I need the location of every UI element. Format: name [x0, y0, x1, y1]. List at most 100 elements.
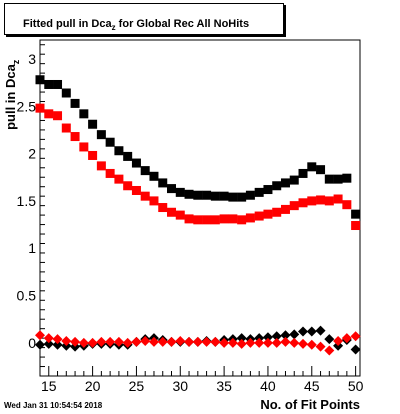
data-point-diamond [227, 337, 238, 348]
data-point-diamond [52, 339, 63, 350]
data-point-square [289, 201, 299, 211]
data-point-square [61, 88, 71, 98]
data-point-diamond [289, 337, 300, 348]
data-point-square [35, 75, 45, 85]
data-point-diamond [35, 330, 45, 341]
data-point-square [280, 204, 290, 214]
data-point-diamond [35, 339, 45, 350]
y-axis-label-prefix: pull in Dca [3, 64, 19, 130]
data-point-diamond [262, 332, 273, 343]
data-point-diamond [140, 335, 151, 346]
data-point-diamond [333, 335, 344, 346]
data-point-square [131, 185, 141, 195]
data-point-square [123, 181, 133, 191]
series-1 [35, 75, 361, 219]
data-point-diamond [341, 333, 352, 344]
x-tick-label: 35 [216, 378, 232, 394]
data-point-diamond [43, 333, 54, 344]
data-point-diamond [324, 334, 335, 345]
data-point-square [184, 189, 194, 199]
data-point-square [193, 215, 203, 225]
x-tick-label: 30 [172, 378, 188, 394]
y-axis-label: pull in Dcaz [3, 55, 21, 135]
data-point-diamond [254, 337, 265, 348]
x-tick-label: 25 [129, 378, 145, 394]
data-point-square [140, 166, 150, 176]
data-point-square [96, 130, 106, 140]
data-point-diamond [61, 335, 72, 346]
data-point-diamond [175, 335, 186, 346]
y-axis-label-subscript: z [10, 59, 21, 65]
chart-title: Fitted pull in Dcaz for Global Rec All N… [23, 18, 249, 32]
x-tick-label: 50 [348, 378, 364, 394]
y-tick-label: 1.5 [17, 193, 37, 209]
data-point-square [219, 214, 229, 224]
data-point-square [140, 191, 150, 201]
data-point-square [70, 132, 80, 142]
x-axis: 15 20 25 30 35 40 45 50 [39, 366, 364, 394]
data-point-square [298, 198, 308, 208]
data-point-square [167, 207, 177, 217]
data-point-square [245, 213, 255, 223]
data-point-diamond [236, 333, 247, 344]
data-markers [35, 75, 361, 356]
data-point-diamond [271, 331, 282, 342]
data-point-square [219, 191, 229, 201]
data-point-square [193, 190, 203, 200]
data-point-diamond [78, 337, 89, 348]
data-point-diamond [210, 336, 221, 347]
series-2 [35, 103, 361, 231]
data-point-diamond [271, 337, 282, 348]
title-box: Fitted pull in Dcaz for Global Rec All N… [4, 3, 284, 35]
data-point-square [53, 111, 63, 121]
data-point-diamond [350, 344, 361, 355]
y-tick-label: 2 [28, 146, 36, 162]
data-point-diamond [52, 334, 63, 345]
data-point-diamond [148, 336, 159, 347]
data-point-square [272, 207, 282, 217]
data-point-square [324, 174, 334, 184]
x-tick-label: 45 [304, 378, 320, 394]
x-axis-label: No. of Fit Points [260, 397, 360, 412]
data-point-square [272, 181, 282, 191]
y-tick-label: 0 [28, 335, 36, 351]
data-point-square [114, 146, 124, 156]
chart-title-prefix: Fitted pull in Dca [23, 18, 112, 30]
data-point-square [333, 174, 343, 184]
data-point-square [88, 150, 98, 160]
data-point-square [158, 178, 168, 188]
data-point-diamond [306, 326, 317, 337]
data-point-diamond [166, 336, 177, 347]
data-point-square [228, 192, 238, 202]
data-point-square [324, 196, 334, 206]
data-point-square [254, 211, 264, 221]
data-point-diamond [315, 325, 326, 336]
data-point-square [79, 109, 89, 119]
data-point-square [280, 178, 290, 188]
data-point-square [210, 191, 220, 201]
datestamp: Wed Jan 31 10:54:54 2018 [4, 401, 103, 410]
data-point-square [202, 215, 212, 225]
data-point-diamond [306, 339, 317, 350]
data-point-square [289, 175, 299, 185]
data-point-diamond [298, 326, 309, 337]
data-point-square [53, 79, 63, 89]
data-point-square [237, 192, 247, 202]
data-point-square [105, 137, 115, 147]
data-point-square [184, 214, 194, 224]
x-tick-label: 40 [260, 378, 276, 394]
y-axis: 0 0.5 1 1.5 2 2.5 3 [17, 44, 45, 377]
data-point-square [123, 151, 133, 161]
data-point-diamond [280, 330, 291, 341]
data-point-square [237, 215, 247, 225]
data-point-diamond [122, 337, 133, 348]
data-point-diamond [184, 336, 195, 347]
x-tick-label: 20 [85, 378, 101, 394]
data-point-square [351, 209, 361, 219]
chart-title-subscript: z [111, 23, 116, 33]
data-point-square [105, 168, 115, 178]
data-point-square [167, 184, 177, 194]
data-point-diamond [245, 337, 256, 348]
data-point-square [351, 221, 361, 231]
